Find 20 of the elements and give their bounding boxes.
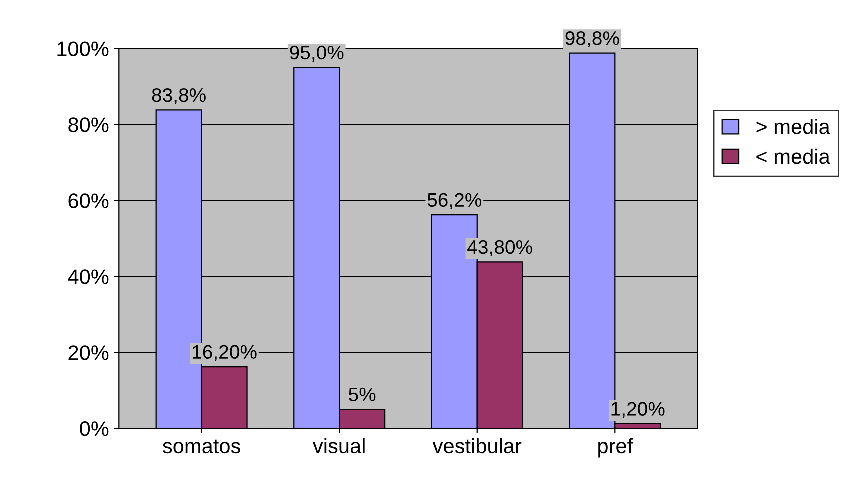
data-label: 56,2% — [428, 193, 482, 210]
y-tick-label: 40% — [68, 270, 109, 284]
y-tick-label: 20% — [68, 346, 109, 360]
x-tick-label: vestibular — [432, 438, 522, 454]
x-tick-label: pref — [598, 438, 634, 458]
legend-label: > media — [756, 119, 830, 134]
data-label: 95,0% — [290, 46, 344, 62]
y-tick-label: 60% — [68, 194, 109, 208]
data-label: 98,8% — [566, 31, 620, 48]
x-tick-label: somatos — [163, 440, 240, 454]
data-label: 83,8% — [152, 88, 206, 105]
y-tick-label: 100% — [58, 42, 109, 56]
data-label: 5% — [349, 388, 376, 402]
data-label: 16,20% — [193, 345, 257, 362]
y-tick-label: 0% — [80, 422, 109, 436]
data-label: 1,20% — [612, 402, 665, 418]
y-tick-label: 80% — [68, 118, 109, 132]
x-tick-label: visual — [313, 438, 365, 454]
data-label: 43,80% — [468, 240, 532, 256]
legend-label: < media — [756, 148, 830, 164]
